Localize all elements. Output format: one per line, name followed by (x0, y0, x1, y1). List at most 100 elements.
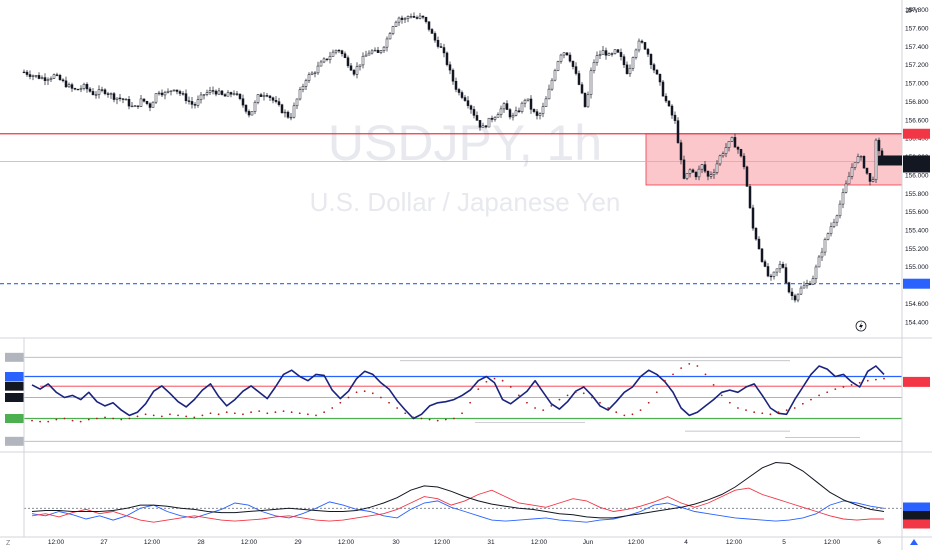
candle-body (658, 73, 662, 83)
rsi-dot (777, 411, 780, 414)
price-tick-label: 154.400 (905, 319, 929, 326)
candle-body (574, 66, 578, 74)
candle-body (712, 172, 716, 175)
candle-body (745, 166, 749, 187)
lightning-icon[interactable] (855, 320, 867, 332)
price-tick-label: 155.800 (905, 191, 929, 198)
candle-body (751, 207, 755, 229)
rsi-dot (274, 411, 277, 414)
candle-body (667, 100, 671, 107)
candle-body (790, 291, 794, 296)
rsi-dot (201, 414, 204, 417)
candle-body (820, 251, 824, 258)
candle-body (166, 91, 170, 93)
rsi-dot (371, 392, 374, 395)
rsi-dot (136, 415, 139, 418)
candle-body (196, 99, 200, 106)
candle-body (739, 149, 743, 157)
candle-body (571, 60, 575, 67)
rsi-dot (623, 414, 626, 417)
candle-body (412, 16, 416, 18)
rsi-dot (306, 413, 309, 416)
candle-body (526, 98, 530, 101)
rsi-dot (47, 420, 50, 423)
candle-body (607, 53, 611, 56)
candle-body (760, 248, 764, 262)
candle-body (37, 75, 41, 79)
rsi-dot (720, 394, 723, 397)
candle-body (838, 203, 842, 217)
rsi-dot (298, 412, 301, 415)
candle-body (145, 100, 149, 104)
rsi-level-label-bg (5, 352, 24, 362)
candle-body (313, 72, 317, 74)
candle-body (154, 93, 158, 103)
rsi-dot (582, 392, 585, 395)
rsi-dot (79, 420, 82, 423)
rsi-dot (412, 416, 415, 419)
candle-body (586, 94, 590, 108)
time-tick-label: 12:00 (241, 539, 258, 546)
candle-body (724, 147, 728, 154)
candle-body (556, 61, 560, 71)
candle-body (43, 77, 47, 81)
candle-body (730, 137, 734, 142)
candle-body (400, 17, 404, 20)
rsi-dot (39, 420, 42, 423)
rsi-dot (607, 407, 610, 409)
candle-body (94, 94, 98, 96)
candle-body (376, 49, 380, 53)
candle-body (322, 58, 326, 63)
candle-body (742, 155, 746, 168)
dmi-value-bg (903, 511, 930, 520)
tv-logo-icon[interactable] (910, 539, 918, 545)
rsi-line (31, 365, 885, 420)
candle-body (595, 55, 599, 63)
candle-body (76, 88, 80, 91)
rsi-dot (31, 419, 33, 422)
rsi-dot (566, 394, 569, 397)
rsi-dot (250, 411, 252, 414)
candle-body (283, 111, 287, 114)
candle-body (226, 92, 230, 97)
rsi-dot (801, 402, 804, 405)
candle-body (217, 90, 221, 95)
candle-body (775, 268, 779, 273)
candle-body (256, 94, 260, 103)
time-tick-label: 12:00 (434, 539, 451, 546)
rsi-dot (680, 367, 683, 369)
time-tick-label: 12:00 (48, 539, 65, 546)
candle-body (592, 62, 596, 72)
candle-body (469, 105, 473, 110)
bottom-left-z[interactable]: Z (6, 540, 11, 547)
candle-body (343, 53, 347, 58)
rsi-dot (810, 398, 812, 401)
time-tick-label: 5 (782, 539, 786, 546)
candle-body (88, 88, 92, 92)
candle-body (475, 115, 479, 121)
candle-body (262, 95, 266, 97)
rsi-dot (850, 384, 853, 386)
candle-body (301, 86, 305, 90)
candle-body (853, 162, 857, 168)
rsi-dot (160, 415, 163, 418)
candle-body (502, 103, 506, 110)
rsi-dot (615, 411, 618, 414)
time-tick-label: 30 (392, 539, 400, 546)
candle-body (706, 170, 710, 177)
rsi-dot (858, 381, 861, 384)
rsi-dot (818, 394, 820, 397)
candle-body (622, 56, 626, 66)
candle-body (40, 77, 44, 79)
candle-body (505, 103, 509, 110)
supply-zone (645, 133, 903, 186)
rsi-dot (363, 390, 366, 393)
time-tick-label: 27 (100, 539, 108, 546)
candle-body (781, 263, 785, 268)
candle-body (178, 91, 182, 94)
rsi-dot (704, 373, 707, 376)
rsi-level-label-bg (5, 372, 24, 381)
candle-body (163, 92, 167, 96)
